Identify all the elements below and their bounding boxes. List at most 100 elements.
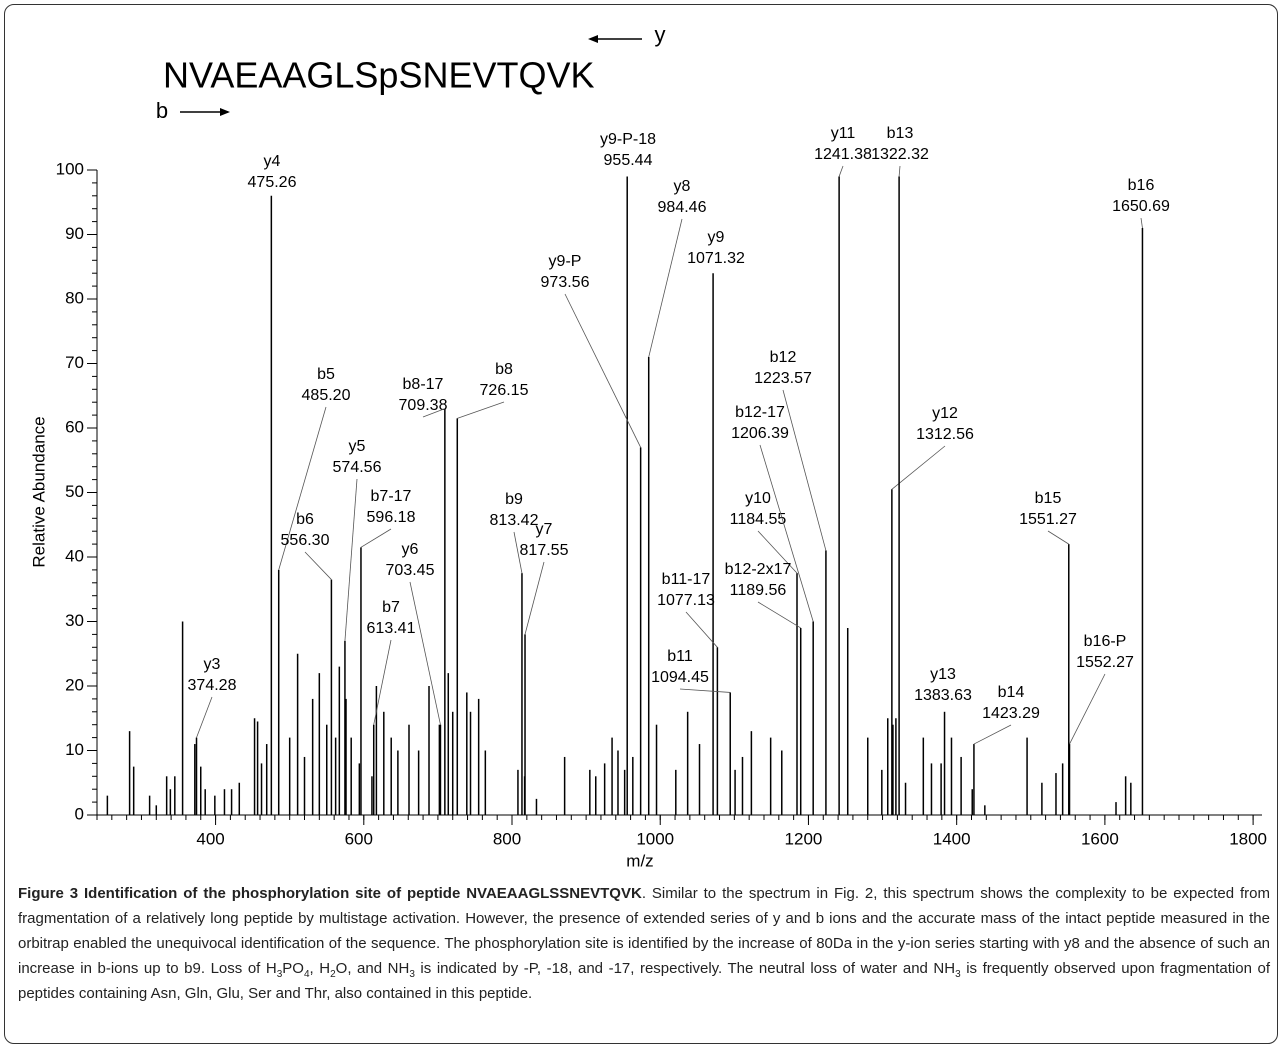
- x-tick-label: 400: [196, 829, 224, 848]
- mz-label: 1071.32: [687, 250, 745, 267]
- caption-text: . Similar to the spectrum in Fig. 2, thi…: [18, 885, 1270, 977]
- mz-label: 1383.63: [914, 687, 972, 704]
- leader-line: [1069, 673, 1106, 745]
- y-tick-label: 100: [56, 159, 84, 178]
- ion-label: y13: [930, 666, 956, 683]
- y-tick-label: 50: [65, 482, 84, 501]
- mz-label: 817.55: [520, 542, 569, 559]
- ion-label: b7: [382, 599, 400, 616]
- leader-line: [457, 401, 505, 419]
- x-tick-label: 600: [345, 829, 373, 848]
- sequence: NVAEAAGLSpSNEVTQVK: [163, 55, 595, 96]
- y-tick-label: 0: [75, 804, 84, 823]
- caption-subscript: 3: [276, 969, 283, 980]
- mz-label: 984.46: [658, 199, 707, 216]
- ion-label: y6: [402, 541, 419, 558]
- mz-label: 1650.69: [1112, 198, 1170, 215]
- ion-label: y5: [349, 438, 366, 455]
- leader-line: [757, 530, 798, 574]
- x-tick-label: 1800: [1229, 829, 1267, 848]
- b-arrow-head: [220, 108, 230, 116]
- y-tick-label: 20: [65, 675, 84, 694]
- y-series-label: y: [655, 22, 666, 47]
- mz-label: 955.44: [604, 152, 653, 169]
- ion-label: b9: [505, 491, 523, 508]
- b-series-label: b: [156, 98, 168, 123]
- y-tick-label: 60: [65, 417, 84, 436]
- x-axis-label: m/z: [626, 851, 653, 870]
- y-tick-label: 90: [65, 224, 84, 243]
- ion-label: b7-17: [371, 488, 412, 505]
- caption-text: O, and NH: [335, 960, 410, 977]
- leader-line: [838, 165, 844, 177]
- caption-subscript: 3: [409, 969, 415, 980]
- ion-label: y12: [932, 405, 958, 422]
- mz-label: 709.38: [399, 397, 448, 414]
- leader-line: [409, 581, 441, 725]
- leader-line: [757, 601, 801, 629]
- mz-label: 596.18: [367, 509, 416, 526]
- leader-line: [782, 389, 827, 551]
- leader-line: [524, 561, 545, 635]
- ion-label: b15: [1035, 490, 1062, 507]
- mz-label: 1552.27: [1076, 654, 1134, 671]
- y-tick-label: 10: [65, 740, 84, 759]
- ion-label: b11-17: [662, 571, 711, 588]
- y-arrow-head: [588, 35, 598, 43]
- mz-label: 1189.56: [730, 582, 787, 599]
- mz-label: 1551.27: [1019, 511, 1077, 528]
- leader-line: [891, 445, 946, 490]
- ion-label: b12-17: [735, 404, 785, 421]
- leader-line: [373, 639, 392, 725]
- ion-label: b14: [998, 684, 1025, 701]
- caption-title: Figure 3 Identification of the phosphory…: [18, 885, 642, 902]
- leader-line: [898, 165, 901, 177]
- ion-label: y11: [831, 125, 856, 142]
- ion-label: b8-17: [403, 376, 444, 393]
- leader-line: [685, 611, 718, 648]
- ion-label: b8: [495, 361, 513, 378]
- mz-label: 726.15: [480, 382, 529, 399]
- ion-label: b5: [317, 366, 335, 383]
- leader-line: [759, 444, 814, 622]
- ion-label: b6: [296, 511, 314, 528]
- y-tick-label: 40: [65, 546, 84, 565]
- mz-label: 485.20: [302, 387, 351, 404]
- mz-label: 1423.29: [982, 705, 1040, 722]
- leader-line: [679, 688, 731, 693]
- mz-label: 1094.45: [651, 669, 709, 686]
- leader-line: [196, 696, 213, 738]
- caption: Figure 3 Identification of the phosphory…: [18, 881, 1270, 1006]
- y-tick-label: 80: [65, 288, 84, 307]
- leader-line: [422, 408, 445, 418]
- mz-label: 1206.39: [731, 425, 789, 442]
- ion-label: y10: [745, 490, 771, 507]
- caption-text: is frequently observed upon fragmentatio…: [18, 960, 1271, 1002]
- leader-line: [344, 478, 358, 641]
- leader-line: [513, 531, 523, 574]
- mz-label: 475.26: [248, 174, 297, 191]
- mz-label: 1184.55: [730, 511, 787, 528]
- leader-line: [564, 293, 641, 448]
- leader-line: [1140, 217, 1143, 229]
- leader-line: [278, 406, 327, 571]
- caption-text: is indicated by -P, -18, and -17, respec…: [414, 960, 956, 977]
- ion-label: b13: [887, 125, 914, 142]
- mz-label: 973.56: [541, 274, 590, 291]
- mz-label: 374.28: [188, 677, 237, 694]
- mz-label: 1241.38: [814, 146, 872, 163]
- mz-label: 703.45: [386, 562, 435, 579]
- mz-label: 813.42: [490, 512, 539, 529]
- mz-label: 1223.57: [754, 370, 812, 387]
- leader-line: [973, 724, 1012, 745]
- ion-label: b11: [667, 648, 693, 665]
- leader-line: [304, 551, 332, 580]
- mz-label: 1077.13: [657, 592, 715, 609]
- ion-label: y9: [708, 229, 725, 246]
- chart: NVAEAAGLSpSNEVTQVK b y Relative Abundanc…: [29, 22, 1267, 871]
- leader-line: [360, 528, 392, 548]
- x-tick-label: 1600: [1081, 829, 1119, 848]
- x-tick-label: 800: [493, 829, 521, 848]
- ion-label: b16: [1128, 177, 1155, 194]
